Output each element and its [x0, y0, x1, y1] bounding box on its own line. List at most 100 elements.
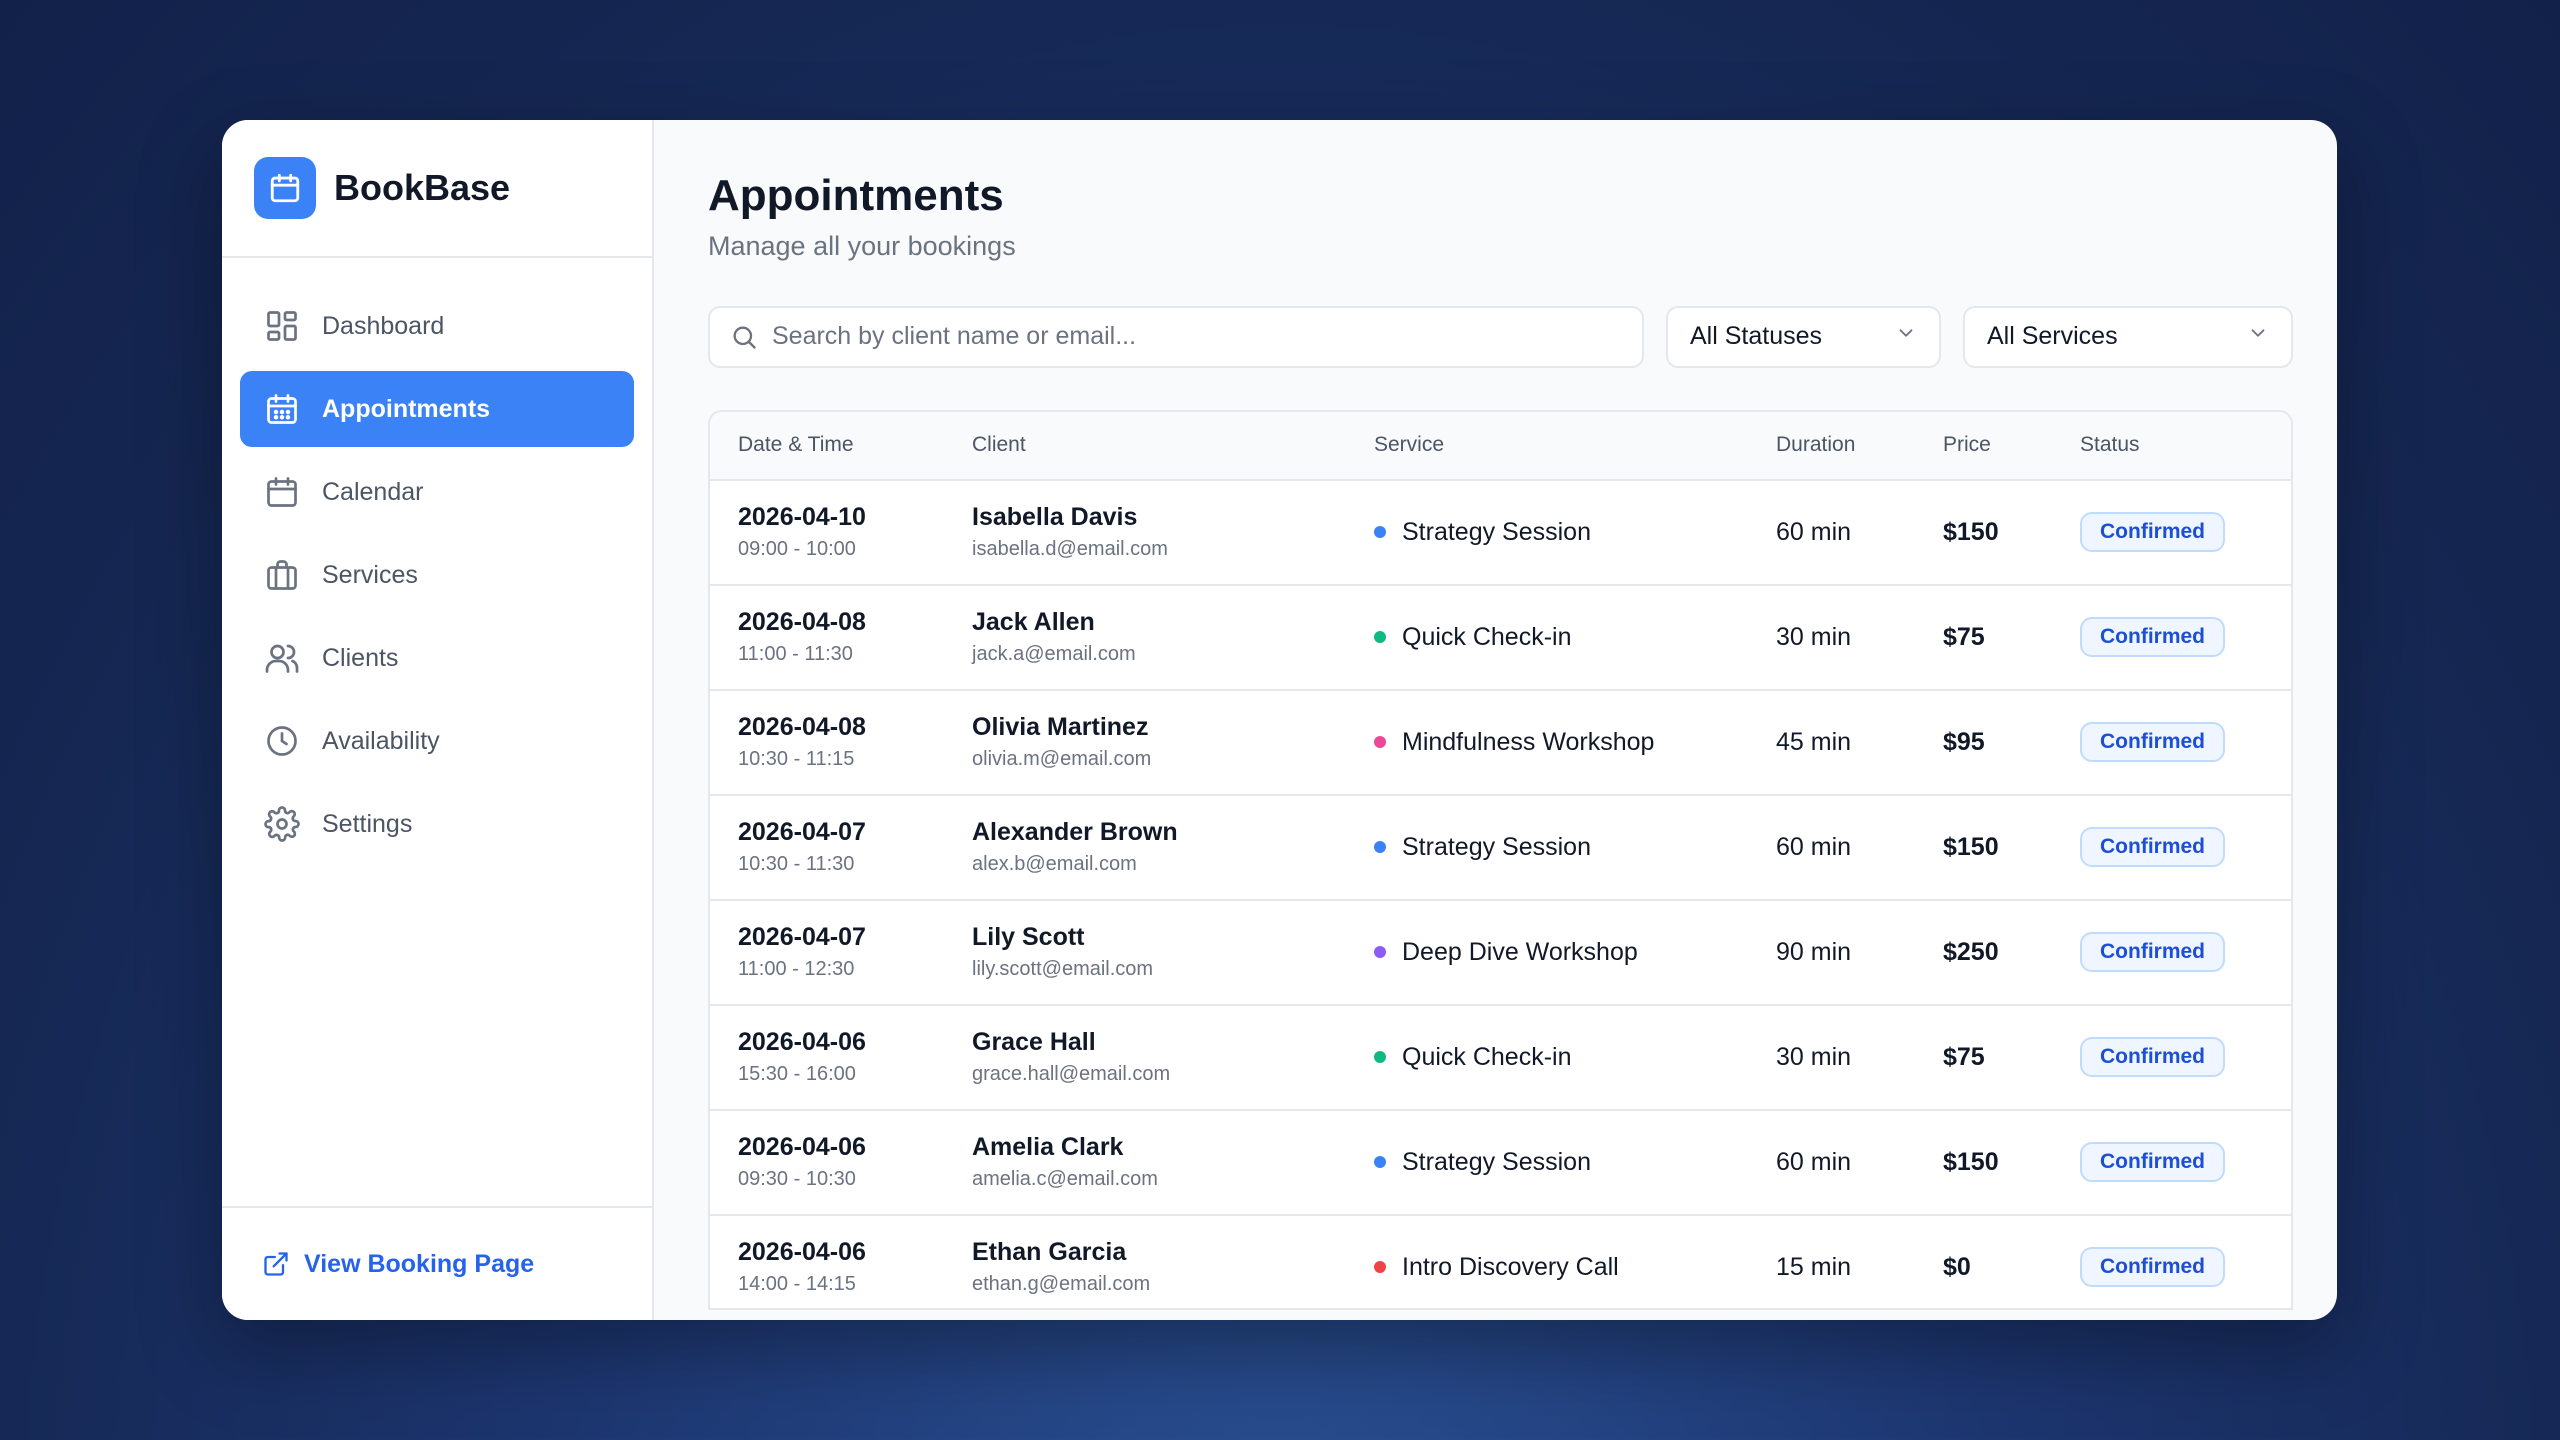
service-filter-value: All Services [1987, 322, 2118, 351]
sidebar-item-availability[interactable]: Availability [240, 703, 634, 779]
client-name: Olivia Martinez [972, 713, 1149, 742]
appointment-time: 10:30 - 11:30 [738, 853, 855, 876]
table-row[interactable]: 2026-04-06 14:00 - 14:15 Ethan Garcia et… [710, 1215, 2291, 1308]
brand: BookBase [222, 120, 652, 258]
service-cell: Quick Check-in [1346, 585, 1748, 690]
status-badge: Confirmed [2080, 617, 2225, 658]
table-header-row: Date & Time Client Service Duration Pric… [710, 411, 2291, 481]
service-filter-select[interactable]: All Services [1963, 305, 2293, 368]
client-cell: Isabella Davis isabella.d@email.com [944, 480, 1346, 585]
sidebar: BookBase Dashboard [222, 120, 654, 1320]
appointment-date: 2026-04-06 [738, 1028, 866, 1057]
chevron-down-icon [2247, 322, 2269, 351]
sidebar-item-services[interactable]: Services [240, 537, 634, 613]
service-cell: Strategy Session [1346, 795, 1748, 900]
service-color-dot [1374, 736, 1386, 749]
service-cell: Quick Check-in [1346, 1005, 1748, 1110]
status-badge: Confirmed [2080, 722, 2225, 763]
client-email: lily.scott@email.com [972, 958, 1154, 981]
price-value: $150 [1943, 517, 1999, 546]
table-row[interactable]: 2026-04-07 10:30 - 11:30 Alexander Brown… [710, 795, 2291, 900]
date-time-cell: 2026-04-07 10:30 - 11:30 [710, 795, 944, 900]
sidebar-item-appointments[interactable]: Appointments [240, 371, 634, 447]
duration-value: 60 min [1776, 1147, 1852, 1176]
appointment-time: 11:00 - 11:30 [738, 643, 853, 666]
duration-value: 30 min [1776, 622, 1852, 651]
column-header-client[interactable]: Client [944, 411, 1346, 481]
status-badge: Confirmed [2080, 932, 2225, 973]
client-cell: Jack Allen jack.a@email.com [944, 585, 1346, 690]
table-row[interactable]: 2026-04-06 15:30 - 16:00 Grace Hall grac… [710, 1005, 2291, 1110]
status-cell: Confirmed [2052, 900, 2291, 1005]
briefcase-icon [262, 555, 302, 595]
column-header-price[interactable]: Price [1915, 411, 2052, 481]
chevron-down-icon [1895, 322, 1917, 351]
appointment-time: 09:00 - 10:00 [738, 538, 856, 561]
status-cell: Confirmed [2052, 1110, 2291, 1215]
status-badge: Confirmed [2080, 1037, 2225, 1078]
duration-cell: 45 min [1748, 690, 1915, 795]
clock-icon [262, 721, 302, 761]
dashboard-grid-icon [262, 306, 302, 346]
column-header-service[interactable]: Service [1346, 411, 1748, 481]
sidebar-item-label: Settings [322, 809, 413, 838]
date-time-cell: 2026-04-08 11:00 - 11:30 [710, 585, 944, 690]
price-cell: $150 [1915, 795, 2052, 900]
appointment-date: 2026-04-08 [738, 608, 866, 637]
page-title: Appointments [708, 171, 1004, 220]
price-cell: $75 [1915, 585, 2052, 690]
column-header-date-time[interactable]: Date & Time [710, 411, 944, 481]
service-name: Quick Check-in [1402, 622, 1572, 651]
service-name: Strategy Session [1402, 832, 1591, 861]
view-booking-page-link[interactable]: View Booking Page [222, 1206, 652, 1320]
client-email: grace.hall@email.com [972, 1063, 1171, 1086]
app-name: BookBase [334, 167, 511, 208]
date-time-cell: 2026-04-06 15:30 - 16:00 [710, 1005, 944, 1110]
appointments-table: Date & Time Client Service Duration Pric… [708, 409, 2293, 1310]
date-time-cell: 2026-04-10 09:00 - 10:00 [710, 480, 944, 585]
status-badge: Confirmed [2080, 1142, 2225, 1183]
client-cell: Grace Hall grace.hall@email.com [944, 1005, 1346, 1110]
column-header-duration[interactable]: Duration [1748, 411, 1915, 481]
service-name: Strategy Session [1402, 1147, 1591, 1176]
page-subtitle: Manage all your bookings [708, 230, 1016, 261]
service-name: Deep Dive Workshop [1402, 937, 1638, 966]
table-row[interactable]: 2026-04-08 11:00 - 11:30 Jack Allen jack… [710, 585, 2291, 690]
price-cell: $250 [1915, 900, 2052, 1005]
table-row[interactable]: 2026-04-07 11:00 - 12:30 Lily Scott lily… [710, 900, 2291, 1005]
price-value: $95 [1943, 727, 1985, 756]
gear-icon [262, 804, 302, 844]
price-value: $150 [1943, 832, 1999, 861]
status-cell: Confirmed [2052, 480, 2291, 585]
sidebar-item-clients[interactable]: Clients [240, 620, 634, 696]
sidebar-item-dashboard[interactable]: Dashboard [240, 288, 634, 364]
appointment-date: 2026-04-08 [738, 713, 866, 742]
sidebar-item-calendar[interactable]: Calendar [240, 454, 634, 530]
appointment-time: 14:00 - 14:15 [738, 1273, 856, 1296]
status-badge: Confirmed [2080, 512, 2225, 553]
date-time-cell: 2026-04-08 10:30 - 11:15 [710, 690, 944, 795]
client-name: Isabella Davis [972, 503, 1138, 532]
status-filter-select[interactable]: All Statuses [1666, 305, 1941, 368]
sidebar-item-label: Calendar [322, 477, 424, 506]
client-cell: Olivia Martinez olivia.m@email.com [944, 690, 1346, 795]
table-row[interactable]: 2026-04-10 09:00 - 10:00 Isabella Davis … [710, 480, 2291, 585]
table-row[interactable]: 2026-04-08 10:30 - 11:15 Olivia Martinez… [710, 690, 2291, 795]
service-color-dot [1374, 946, 1386, 959]
table-row[interactable]: 2026-04-06 09:30 - 10:30 Amelia Clark am… [710, 1110, 2291, 1215]
search-icon [730, 323, 758, 351]
users-icon [262, 638, 302, 678]
status-badge: Confirmed [2080, 827, 2225, 868]
sidebar-item-settings[interactable]: Settings [240, 786, 634, 862]
column-header-status[interactable]: Status [2052, 411, 2291, 481]
client-cell: Lily Scott lily.scott@email.com [944, 900, 1346, 1005]
service-name: Intro Discovery Call [1402, 1252, 1619, 1281]
search-input[interactable]: Search by client name or email... [708, 305, 1644, 368]
status-cell: Confirmed [2052, 1215, 2291, 1308]
service-name: Mindfulness Workshop [1402, 727, 1655, 756]
duration-value: 90 min [1776, 937, 1852, 966]
appointment-date: 2026-04-10 [738, 503, 866, 532]
appointment-time: 11:00 - 12:30 [738, 958, 855, 981]
service-color-dot [1374, 1261, 1386, 1274]
appointment-date: 2026-04-06 [738, 1238, 866, 1267]
